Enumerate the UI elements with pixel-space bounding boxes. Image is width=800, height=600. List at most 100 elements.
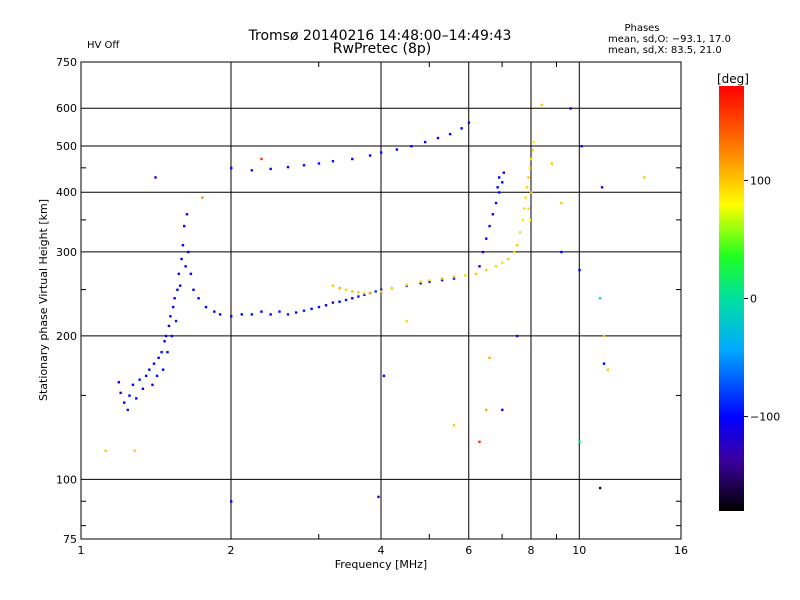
data-point [197, 297, 200, 300]
data-point [419, 282, 422, 285]
data-point [532, 140, 536, 144]
data-point [170, 334, 174, 338]
data-point [448, 132, 452, 136]
x-axis-label: Frequency [MHz] [335, 558, 427, 571]
x-tick-label: 8 [528, 544, 535, 557]
data-point [530, 157, 533, 161]
data-point [368, 291, 372, 295]
data-point [530, 191, 533, 194]
data-point [141, 387, 145, 391]
data-point [494, 201, 498, 205]
data-point [560, 250, 563, 254]
data-point [163, 340, 166, 343]
data-point [138, 378, 141, 381]
data-point [410, 144, 413, 148]
data-point [317, 305, 321, 309]
data-point [344, 298, 348, 302]
grid-lines [81, 62, 681, 539]
data-point [151, 383, 154, 387]
phase-x-stats: mean, sd,X: 83.5, 21.0 [608, 45, 722, 56]
data-point [286, 165, 290, 169]
data-point [183, 224, 186, 228]
data-point [178, 284, 182, 287]
data-point [501, 408, 504, 412]
plot-area: 1 2 4 6 8 10 16 75 100 200 300 400 500 600 750 [56, 56, 688, 557]
data-point [180, 257, 183, 261]
y-tick-label: 500 [56, 140, 77, 153]
data-point [230, 500, 233, 503]
data-point [161, 368, 165, 371]
data-point [331, 284, 335, 287]
data-point [513, 250, 516, 254]
data-point [126, 408, 129, 412]
data-point [152, 362, 156, 365]
data-point [351, 157, 354, 161]
data-point [117, 381, 121, 384]
data-point [523, 207, 526, 210]
data-point [374, 290, 377, 293]
data-point [380, 290, 383, 293]
data-point [578, 440, 581, 444]
data-point [128, 394, 131, 397]
data-point [497, 176, 501, 179]
data-point [192, 288, 195, 291]
data-point [201, 196, 204, 199]
data-points [104, 103, 646, 503]
data-point [230, 166, 233, 170]
data-point [428, 278, 431, 282]
phase-colorbar: [deg] 100 0 −100 [717, 72, 780, 511]
data-point [338, 300, 341, 303]
data-point [528, 218, 532, 222]
data-point [310, 307, 313, 311]
colorbar-ticks: 100 0 −100 [744, 174, 780, 424]
data-point [133, 449, 136, 452]
data-point [501, 261, 504, 264]
data-point [155, 374, 159, 378]
data-point [467, 121, 471, 124]
colorbar-gradient [719, 86, 744, 511]
data-point [419, 280, 422, 283]
data-point [164, 334, 168, 338]
y-axis-label: Stationary phase Virtual Height [km] [37, 199, 50, 401]
data-point [598, 297, 602, 300]
data-point [524, 196, 527, 199]
data-point [560, 201, 563, 205]
data-point [540, 103, 543, 107]
data-point [331, 301, 335, 304]
data-point [580, 144, 583, 148]
data-point [516, 244, 519, 247]
data-point [317, 162, 321, 165]
data-point [527, 176, 530, 179]
data-point [154, 176, 157, 179]
data-point [428, 280, 431, 283]
x-tick-label: 1 [78, 544, 85, 557]
data-point [302, 164, 306, 167]
data-point [478, 265, 481, 268]
data-point [184, 265, 187, 268]
data-point [501, 181, 504, 184]
data-point [606, 368, 610, 371]
data-point [496, 186, 499, 189]
chart-subtitle: RwPretec (8p) [333, 41, 431, 57]
data-point [497, 191, 501, 194]
data-point [363, 291, 366, 295]
data-point [440, 277, 444, 280]
data-point [123, 401, 126, 404]
data-point [240, 313, 243, 316]
data-point [351, 290, 354, 293]
data-point [260, 310, 263, 313]
data-point [213, 310, 216, 313]
axis-ticks: 1 2 4 6 8 10 16 75 100 200 300 400 500 600 750 [56, 56, 688, 557]
data-point [502, 171, 506, 174]
data-point [331, 160, 335, 163]
colorbar-tick-label: 0 [750, 293, 757, 306]
data-point [131, 383, 135, 387]
y-tick-label: 600 [56, 102, 77, 115]
data-point [436, 136, 440, 140]
data-point [405, 319, 408, 323]
y-tick-label: 750 [56, 56, 77, 69]
x-tick-label: 2 [228, 544, 235, 557]
data-point [464, 274, 467, 277]
data-point [531, 149, 534, 152]
